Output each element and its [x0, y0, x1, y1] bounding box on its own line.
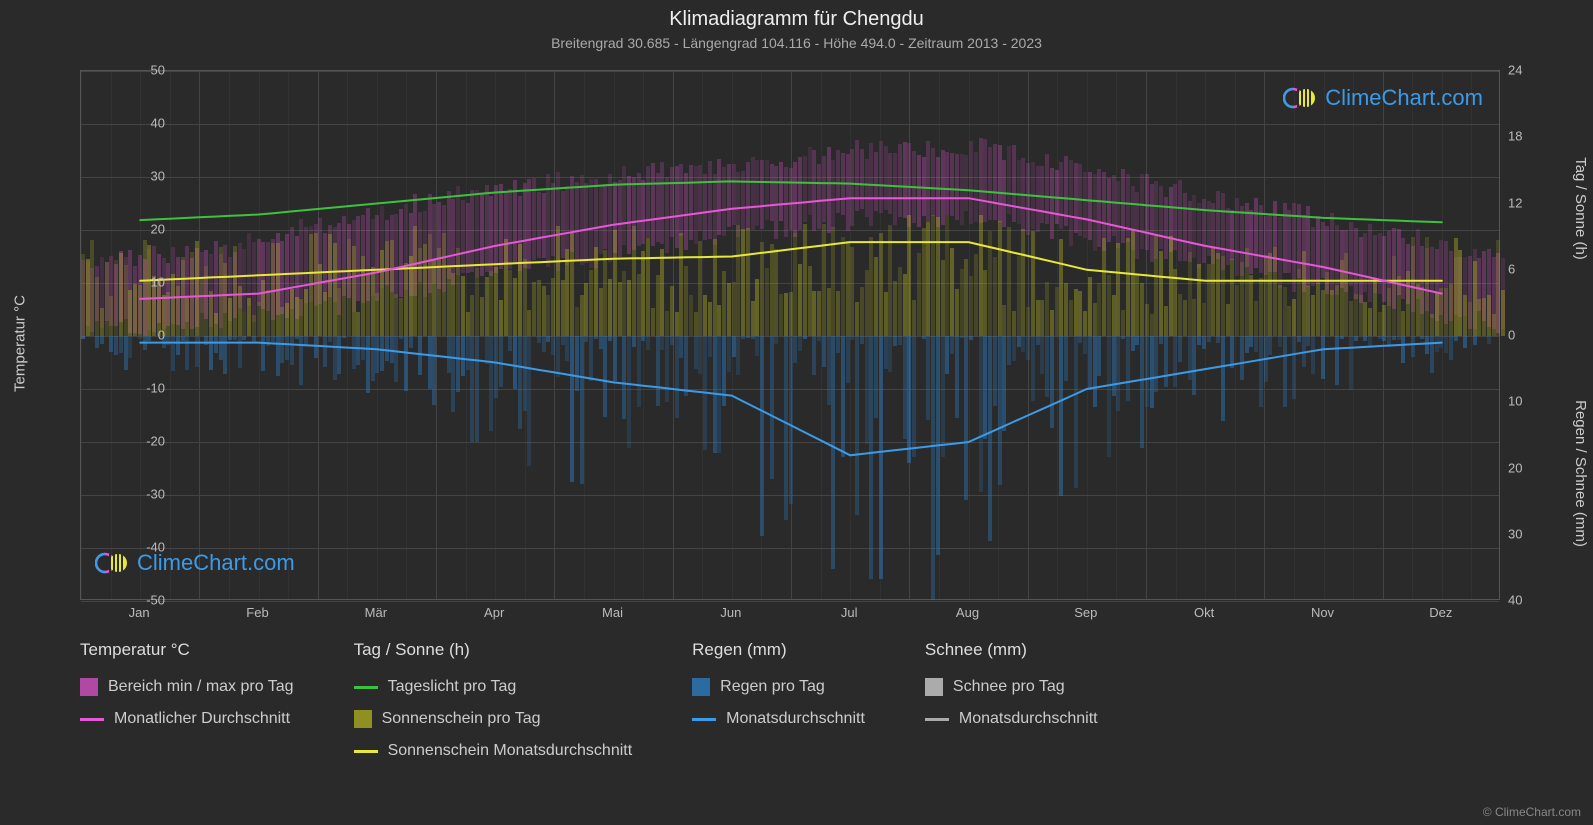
legend-marker [925, 718, 949, 721]
legend-marker [692, 678, 710, 696]
x-tick-month: Mär [365, 605, 387, 620]
legend-item: Sonnenschein pro Tag [354, 710, 633, 728]
legend-marker [925, 678, 943, 696]
climechart-logo-icon [1283, 86, 1319, 110]
y-axis-right-title-bottom: Regen / Schnee (mm) [1573, 400, 1590, 547]
legend-item: Regen pro Tag [692, 678, 865, 696]
x-tick-month: Okt [1194, 605, 1214, 620]
legend-marker [80, 678, 98, 696]
y-left-tick: 40 [115, 116, 165, 131]
y-left-tick: 50 [115, 63, 165, 78]
legend-label: Bereich min / max pro Tag [108, 678, 294, 696]
chart-title: Klimadiagramm für Chengdu [0, 0, 1593, 31]
x-tick-month: Sep [1074, 605, 1097, 620]
copyright-text: © ClimeChart.com [1483, 805, 1581, 819]
y-left-tick: 0 [115, 328, 165, 343]
x-tick-month: Dez [1429, 605, 1452, 620]
legend-item: Tageslicht pro Tag [354, 678, 633, 696]
legend-item: Sonnenschein Monatsdurchschnitt [354, 742, 633, 760]
legend-marker [80, 718, 104, 721]
watermark-top-right: ClimeChart.com [1283, 85, 1483, 111]
legend-marker [354, 686, 378, 689]
y-right-tick-rain: 10 [1508, 394, 1522, 409]
legend-item: Monatlicher Durchschnitt [80, 710, 294, 728]
legend-label: Sonnenschein pro Tag [382, 710, 541, 728]
legend-marker [692, 718, 716, 721]
x-tick-month: Feb [246, 605, 268, 620]
legend-item: Schnee pro Tag [925, 678, 1098, 696]
chart-lines [81, 71, 1499, 599]
legend-label: Sonnenschein Monatsdurchschnitt [388, 742, 633, 760]
legend-label: Schnee pro Tag [953, 678, 1065, 696]
legend-column: Temperatur °C Bereich min / max pro Tag Mo… [80, 640, 294, 760]
x-tick-month: Mai [602, 605, 623, 620]
watermark-bottom-left: ClimeChart.com [95, 550, 295, 576]
legend-label: Tageslicht pro Tag [388, 678, 517, 696]
legend-label: Monatlicher Durchschnitt [114, 710, 290, 728]
legend-label: Monatsdurchschnitt [959, 710, 1098, 728]
watermark-text: ClimeChart.com [1325, 85, 1483, 111]
legend: Temperatur °C Bereich min / max pro Tag Mo… [80, 640, 1500, 760]
y-right-tick-rain: 30 [1508, 526, 1522, 541]
y-left-tick: 30 [115, 169, 165, 184]
y-right-tick-sun: 24 [1508, 63, 1522, 78]
y-right-tick-rain: 40 [1508, 593, 1522, 608]
chart-subtitle: Breitengrad 30.685 - Längengrad 104.116 … [0, 31, 1593, 51]
legend-item: Bereich min / max pro Tag [80, 678, 294, 696]
x-tick-month: Jul [841, 605, 858, 620]
y-left-tick: -30 [115, 487, 165, 502]
chart-plot-area [80, 70, 1500, 600]
legend-column: Regen (mm) Regen pro Tag Monatsdurchschnit… [692, 640, 865, 760]
legend-item: Monatsdurchschnitt [692, 710, 865, 728]
y-axis-left-title: Temperatur °C [12, 295, 29, 392]
y-left-tick: 10 [115, 275, 165, 290]
y-left-tick: -10 [115, 381, 165, 396]
x-tick-month: Aug [956, 605, 979, 620]
y-right-tick-sun: 6 [1508, 261, 1515, 276]
x-tick-month: Jan [129, 605, 150, 620]
x-tick-month: Nov [1311, 605, 1334, 620]
legend-header: Regen (mm) [692, 640, 865, 660]
legend-marker [354, 710, 372, 728]
y-right-tick-sun: 12 [1508, 195, 1522, 210]
y-right-tick-rain: 20 [1508, 460, 1522, 475]
y-right-tick-sun: 18 [1508, 129, 1522, 144]
legend-column: Schnee (mm) Schnee pro Tag Monatsdurchschn… [925, 640, 1098, 760]
legend-column: Tag / Sonne (h) Tageslicht pro Tag Sonnens… [354, 640, 633, 760]
legend-header: Temperatur °C [80, 640, 294, 660]
climechart-logo-icon [95, 551, 131, 575]
x-tick-month: Apr [484, 605, 504, 620]
watermark-text: ClimeChart.com [137, 550, 295, 576]
y-axis-right-title-top: Tag / Sonne (h) [1573, 157, 1590, 260]
y-right-tick-sun: 0 [1508, 328, 1515, 343]
legend-header: Schnee (mm) [925, 640, 1098, 660]
x-tick-month: Jun [720, 605, 741, 620]
y-left-tick: 20 [115, 222, 165, 237]
legend-label: Regen pro Tag [720, 678, 825, 696]
legend-item: Monatsdurchschnitt [925, 710, 1098, 728]
legend-marker [354, 750, 378, 753]
y-left-tick: -20 [115, 434, 165, 449]
legend-header: Tag / Sonne (h) [354, 640, 633, 660]
legend-label: Monatsdurchschnitt [726, 710, 865, 728]
